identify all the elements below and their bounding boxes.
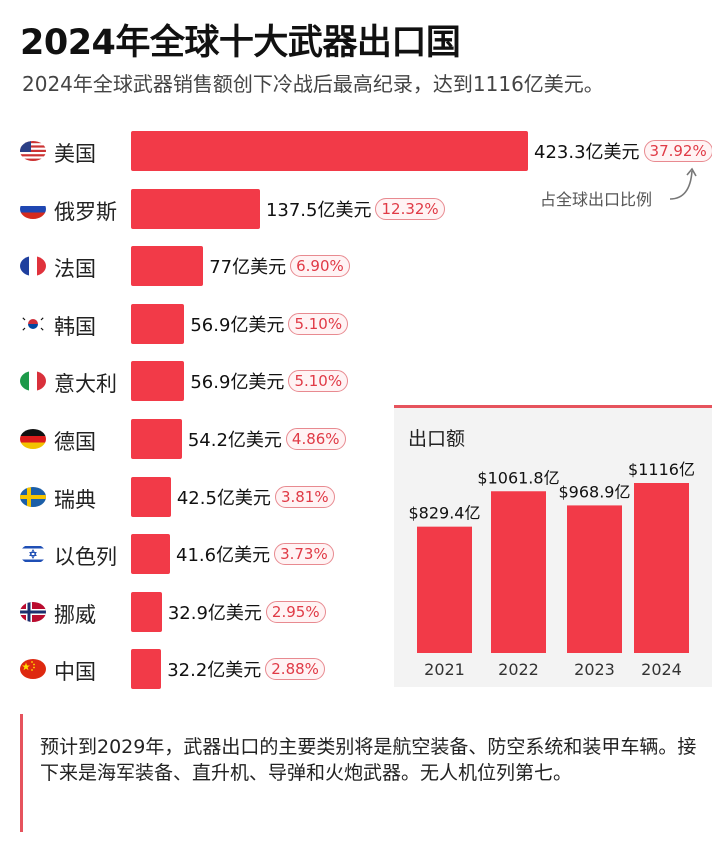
sweden-flag-icon <box>20 486 46 507</box>
value-label: 77亿美元 <box>209 257 287 279</box>
country-name: 中国 <box>54 660 96 685</box>
chart-subtitle: 2024年全球武器销售额创下冷战后最高纪录，达到1116亿美元。 <box>22 72 604 96</box>
china-flag-icon <box>20 659 46 680</box>
country-row: 以色列 41.6亿美元 3.73% <box>0 531 712 577</box>
value-label: 56.9亿美元 <box>190 372 285 394</box>
year-bar <box>567 505 622 653</box>
export-bar <box>131 303 185 344</box>
export-bar <box>131 649 162 690</box>
israel-flag-icon <box>20 544 46 565</box>
curved-arrow-icon <box>669 167 697 200</box>
share-badge: 3.81% <box>274 485 335 508</box>
country-name: 俄罗斯 <box>54 199 117 224</box>
country-row: 俄罗斯 137.5亿美元 12.32% <box>0 186 712 232</box>
country-name: 瑞典 <box>54 487 96 512</box>
year-bar <box>491 491 546 653</box>
share-badge: 2.88% <box>265 658 325 681</box>
year-tick-label: 2024 <box>641 660 682 679</box>
country-name: 挪威 <box>54 602 96 627</box>
export-bar <box>131 591 162 632</box>
country-name: 以色列 <box>54 545 117 570</box>
country-name: 德国 <box>54 430 96 454</box>
share-badge: 4.86% <box>285 428 346 450</box>
share-badge: 6.90% <box>290 255 350 278</box>
us-flag-icon <box>20 141 46 161</box>
country-bar-chart: 美国 423.3亿美元 37.92% 俄罗斯 137.5亿美元 12.32% 法国 77亿美元… <box>0 128 712 692</box>
share-badge: 5.10% <box>288 312 349 335</box>
country-row: 挪威 32.9亿美元 2.95% <box>0 589 712 635</box>
export-bar <box>131 419 182 459</box>
footer-text: 预计到2029年，武器出口的主要类别将是航空装备、防空系统和装甲车辆。接下来是海… <box>40 736 697 784</box>
norway-flag-icon <box>20 601 46 622</box>
germany-flag-icon <box>20 429 46 449</box>
country-name: 意大利 <box>54 372 117 397</box>
share-badge: 3.73% <box>274 543 334 566</box>
value-label: 32.9亿美元 <box>167 602 262 624</box>
country-row: 意大利 56.9亿美元 5.10% <box>0 358 712 404</box>
year-tick-label: 2022 <box>498 660 539 679</box>
country-row: 德国 54.2亿美元 4.86% <box>0 416 712 462</box>
russia-flag-icon <box>20 198 46 219</box>
value-label: 32.2亿美元 <box>167 660 262 682</box>
export-total-panel: 出口额 $829.4亿 2021 $1061.8亿 2022 $968.9亿 2023 $1… <box>394 405 712 687</box>
value-label: 54.2亿美元 <box>187 430 282 451</box>
year-value-label: $968.9亿 <box>559 482 631 501</box>
country-name: 法国 <box>54 257 96 282</box>
country-name: 韩国 <box>54 314 96 339</box>
export-bar <box>131 476 171 517</box>
year-bar <box>634 483 689 653</box>
inset-title: 出口额 <box>408 428 466 450</box>
year-value-label: $829.4亿 <box>409 504 481 523</box>
export-bar <box>131 246 204 287</box>
footer-note: 预计到2029年，武器出口的主要类别将是航空装备、防空系统和装甲车辆。接下来是海… <box>20 714 700 832</box>
share-badge: 37.92% <box>643 140 712 162</box>
chart-title: 2024年全球十大武器出口国 <box>20 23 461 63</box>
year-bar <box>417 526 472 653</box>
year-tick-label: 2021 <box>424 660 465 679</box>
value-label: 137.5亿美元 <box>265 199 372 221</box>
value-label: 56.9亿美元 <box>190 314 285 336</box>
france-flag-icon <box>20 256 46 277</box>
share-badge: 12.32% <box>375 197 445 220</box>
italy-flag-icon <box>20 371 46 392</box>
country-row: 中国 32.2亿美元 2.88% <box>0 646 712 692</box>
year-value-label: $1116亿 <box>628 460 695 479</box>
export-bar <box>131 534 170 575</box>
value-label: 41.6亿美元 <box>176 545 271 567</box>
korea-flag-icon <box>20 313 46 334</box>
share-badge: 2.95% <box>265 600 326 623</box>
yearly-export-chart: $829.4亿 2021 $1061.8亿 2022 $968.9亿 2023 $1116亿… <box>409 460 695 679</box>
value-label: 42.5亿美元 <box>176 487 271 509</box>
value-label: 423.3亿美元 <box>534 142 640 163</box>
year-value-label: $1061.8亿 <box>477 468 559 487</box>
share-note: 占全球出口比例 <box>540 190 653 209</box>
export-bar <box>131 131 528 171</box>
country-name: 美国 <box>54 142 96 166</box>
export-bar <box>131 188 260 229</box>
share-badge: 5.10% <box>288 370 349 393</box>
country-row: 瑞典 42.5亿美元 3.81% <box>0 474 712 520</box>
export-bar <box>131 361 185 402</box>
country-row: 韩国 56.9亿美元 5.10% <box>0 301 712 347</box>
country-row: 美国 423.3亿美元 37.92% <box>0 128 712 174</box>
country-row: 法国 77亿美元 6.90% <box>0 243 712 289</box>
year-tick-label: 2023 <box>574 660 615 679</box>
